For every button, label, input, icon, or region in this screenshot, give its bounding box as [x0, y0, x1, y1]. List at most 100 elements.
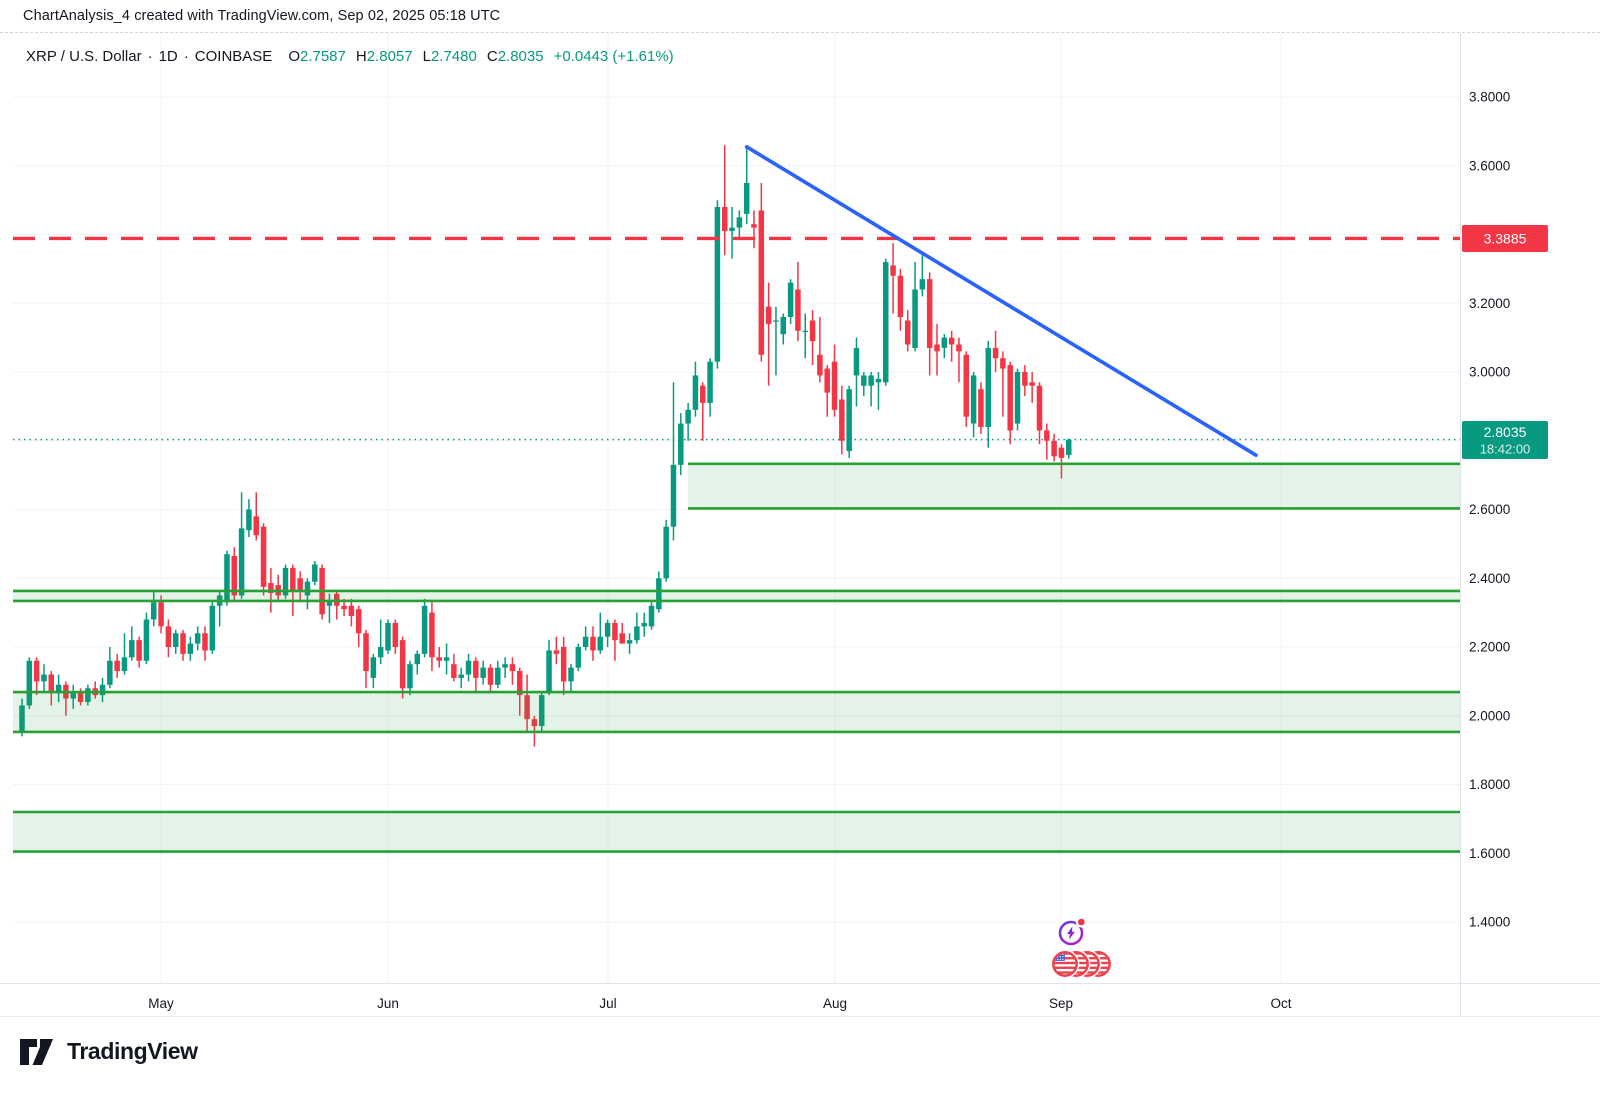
candle: [934, 344, 940, 352]
candle: [1051, 440, 1057, 457]
candle: [114, 660, 120, 672]
candle: [495, 667, 501, 685]
candle: [553, 650, 560, 654]
candle: [55, 684, 62, 692]
minor-resistance-zone[interactable]: [13, 590, 1460, 601]
candle: [758, 210, 765, 355]
candle: [802, 330, 808, 333]
candle: [399, 640, 406, 689]
candle: [487, 667, 494, 685]
candle: [714, 207, 721, 362]
candle: [1029, 382, 1035, 386]
symbol-interval[interactable]: 1D: [158, 48, 178, 65]
candle: [355, 609, 362, 634]
candle: [648, 605, 655, 627]
candle: [985, 347, 991, 427]
candle: [429, 612, 435, 658]
candle: [502, 664, 508, 668]
price-axis-label: 3.8000: [1469, 90, 1510, 105]
separator-dot: ·: [147, 48, 153, 65]
candle: [919, 279, 926, 290]
candle: [26, 660, 33, 706]
candle: [129, 640, 135, 658]
attribution-text: ChartAnalysis_4 created with TradingView…: [23, 8, 501, 24]
candle: [1000, 358, 1006, 369]
candle: [926, 279, 933, 348]
candle: [524, 695, 530, 720]
candle: [531, 719, 538, 727]
candle: [312, 564, 318, 582]
candle: [165, 626, 172, 647]
candle: [1058, 447, 1065, 458]
candle: [868, 375, 874, 386]
support-zone-upper[interactable]: [13, 692, 1460, 732]
candle: [846, 389, 852, 452]
event-alert-dot: [1075, 916, 1087, 928]
candle: [890, 265, 896, 276]
candle: [538, 695, 545, 727]
candle: [407, 664, 413, 689]
candle: [246, 509, 252, 531]
price-axis-label: 2.4000: [1469, 571, 1510, 586]
economic-event-icon[interactable]: [1058, 916, 1087, 946]
symbol-name[interactable]: XRP / U.S. Dollar: [26, 48, 142, 65]
candle: [634, 626, 640, 641]
price-axis-label: 2.6000: [1469, 502, 1510, 517]
candle: [721, 207, 728, 232]
tradingview-logo-icon: [20, 1038, 53, 1065]
candle: [341, 605, 347, 610]
tradingview-logo[interactable]: TradingView: [20, 1038, 198, 1065]
candle: [151, 602, 157, 620]
candle: [575, 647, 582, 668]
candle: [480, 667, 486, 678]
us-flag-event-icon[interactable]: [1050, 949, 1080, 979]
candle: [546, 650, 552, 692]
candle: [473, 660, 479, 678]
time-axis-label: Oct: [1270, 996, 1291, 1011]
candle: [268, 583, 274, 594]
price-axis-panel[interactable]: [1460, 33, 1600, 1102]
price-axis-label: 3.6000: [1469, 158, 1510, 173]
ohlc-o: O2.7587: [288, 48, 346, 65]
resistance-price-badge: [1462, 224, 1548, 252]
price-axis-label: 1.4000: [1469, 915, 1510, 930]
candle: [619, 633, 625, 644]
candle: [707, 361, 713, 403]
candle: [465, 660, 472, 675]
candle: [194, 633, 201, 644]
supply-flip-zone[interactable]: [688, 463, 1460, 509]
candle: [612, 622, 618, 641]
last-price-badge: [1462, 421, 1548, 460]
candle: [1066, 439, 1072, 455]
symbol-exchange[interactable]: COINBASE: [194, 48, 273, 65]
candle: [85, 688, 91, 702]
price-axis-label: 2.0000: [1469, 708, 1510, 723]
candle: [560, 647, 567, 682]
time-axis-label: Sep: [1049, 996, 1073, 1011]
candle: [678, 423, 684, 465]
candle: [172, 633, 179, 647]
candle: [883, 262, 889, 383]
candle: [326, 602, 333, 606]
candle: [41, 674, 47, 682]
candle: [751, 224, 757, 228]
candle: [948, 337, 955, 345]
price-axis-label: 2.2000: [1469, 640, 1510, 655]
candle: [19, 705, 25, 732]
candle: [443, 657, 450, 661]
candle: [209, 605, 216, 651]
tradingview-wordmark: TradingView: [67, 1038, 198, 1064]
candle: [121, 657, 128, 672]
support-zone-lower[interactable]: [13, 812, 1460, 852]
candle: [765, 306, 772, 324]
candle: [817, 354, 823, 376]
candle: [831, 361, 838, 410]
candle: [451, 664, 457, 678]
last-price-badge-price: 2.8035: [1484, 424, 1527, 440]
descending-trendline[interactable]: [744, 145, 1258, 457]
price-axis-label: 3.2000: [1469, 296, 1510, 311]
candle: [970, 375, 977, 424]
ohlc-l: L2.7480: [422, 48, 477, 65]
time-axis-label: May: [148, 996, 174, 1011]
